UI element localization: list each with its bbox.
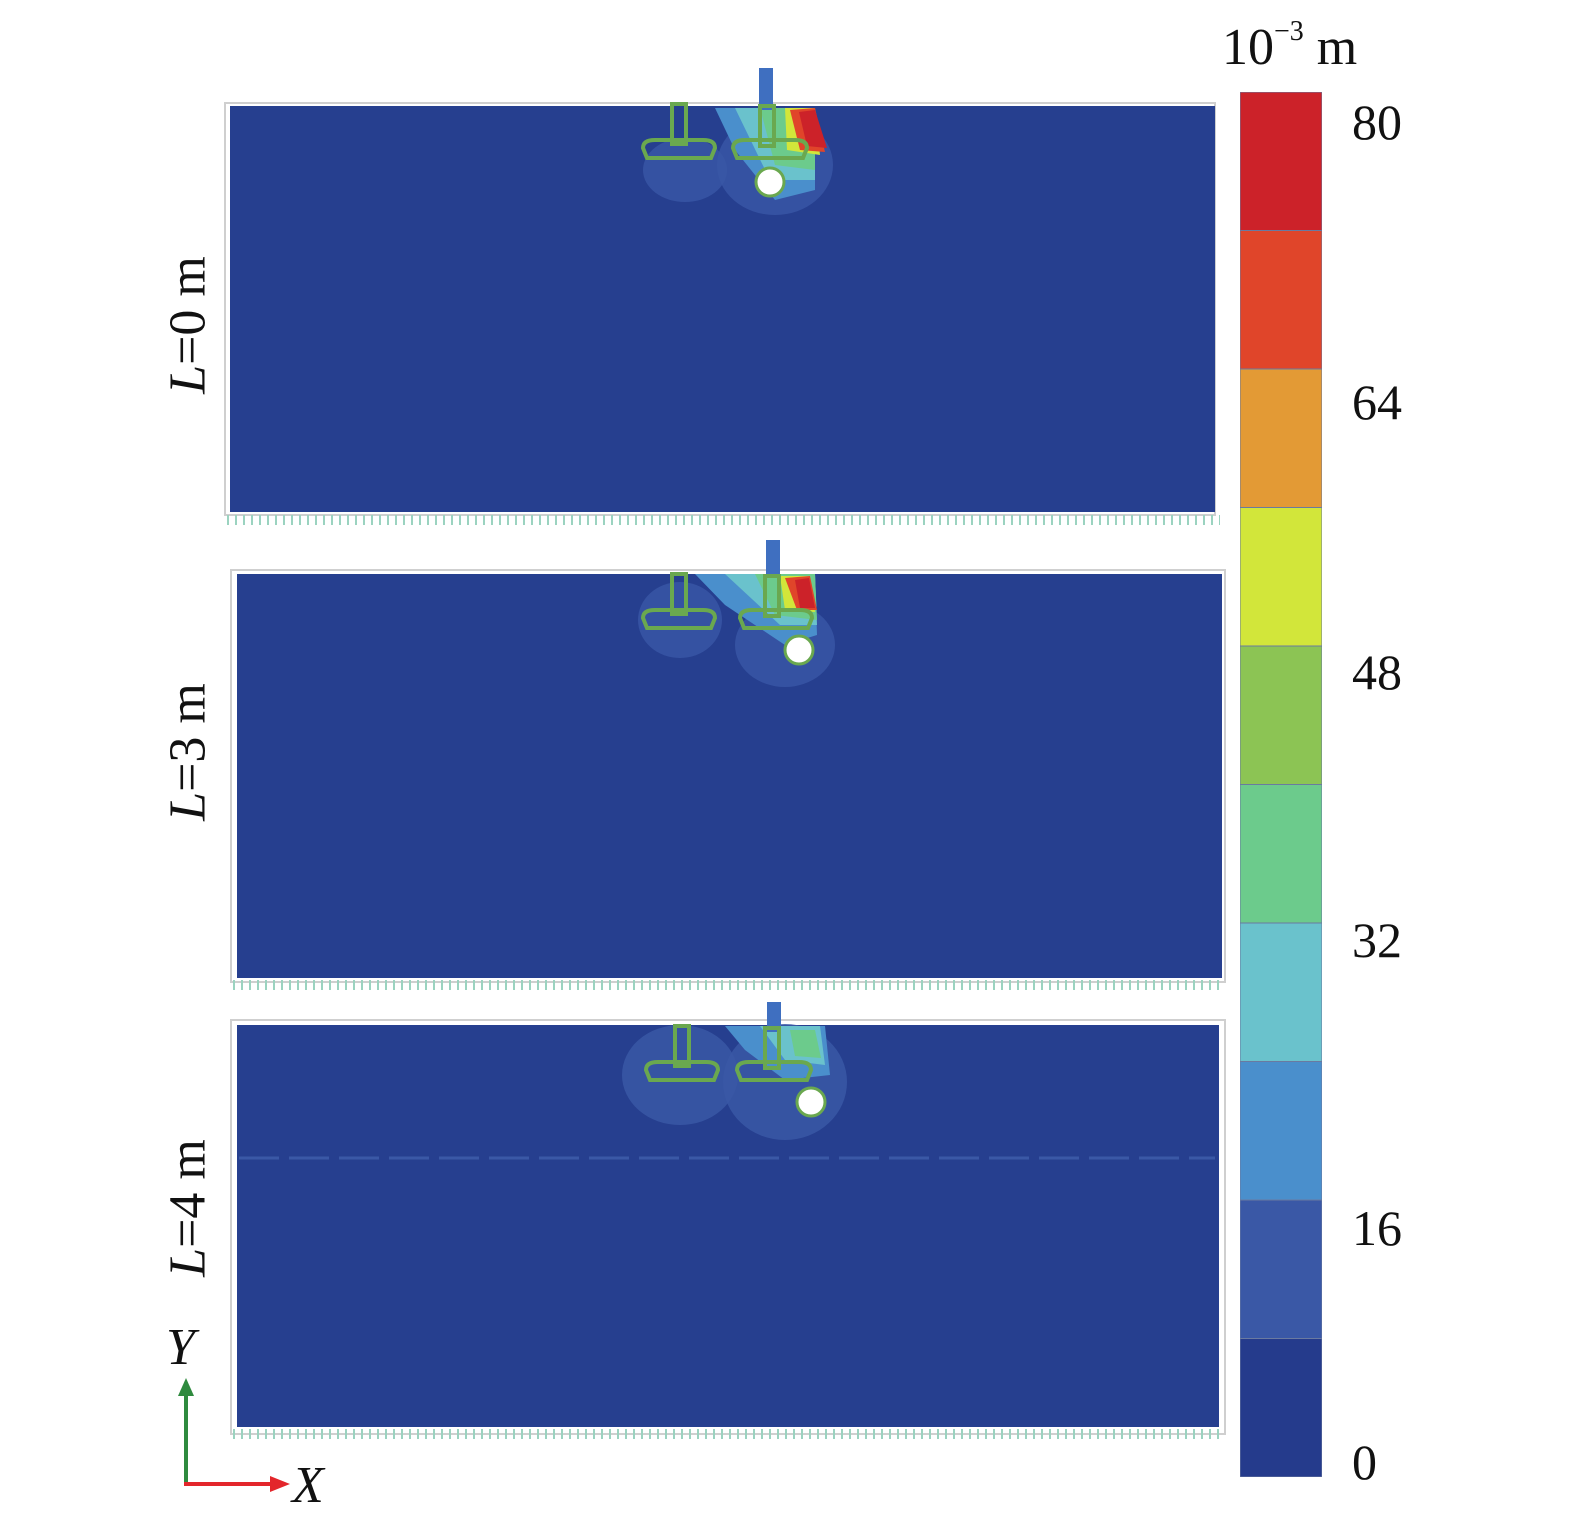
left-pipe-pile bbox=[643, 1024, 721, 1082]
legend-tick-label: 48 bbox=[1352, 644, 1402, 700]
color-band bbox=[1240, 1199, 1322, 1339]
color-scale-bar bbox=[1240, 92, 1322, 1477]
panel-label-l0: L=0 m bbox=[159, 256, 217, 394]
soil-domain bbox=[237, 574, 1222, 978]
color-band bbox=[1240, 645, 1322, 785]
displacement-halo bbox=[622, 1025, 738, 1125]
left-pipe-pile bbox=[640, 572, 718, 630]
displacement-halo bbox=[638, 582, 722, 658]
tunnel-opening bbox=[783, 634, 815, 666]
color-band bbox=[1240, 92, 1322, 231]
displacement-core bbox=[799, 110, 827, 148]
y-axis-arrowhead bbox=[178, 1378, 194, 1396]
right-pipe-pile bbox=[730, 104, 810, 160]
legend-tick-label: 80 bbox=[1352, 94, 1402, 150]
displacement-core bbox=[795, 578, 815, 608]
panel-label-l3: L=3 m bbox=[159, 683, 217, 821]
color-band bbox=[1240, 922, 1322, 1062]
panel-label-l4: L=4 m bbox=[159, 1139, 217, 1277]
tunnel-opening bbox=[795, 1086, 827, 1118]
axis-triad bbox=[178, 1378, 290, 1492]
contour-panel-l4 bbox=[230, 1002, 1226, 1439]
support-strut bbox=[759, 68, 773, 110]
left-pipe-pile bbox=[640, 102, 718, 160]
color-band bbox=[1240, 784, 1322, 924]
color-band bbox=[1240, 1338, 1322, 1477]
y-axis-label: Y bbox=[166, 1319, 195, 1376]
color-band bbox=[1240, 368, 1322, 508]
support-strut bbox=[767, 1002, 781, 1032]
contour-panel-l3 bbox=[230, 540, 1226, 990]
displacement-halo bbox=[643, 138, 727, 202]
legend-tick-label: 32 bbox=[1352, 912, 1402, 968]
right-pipe-pile bbox=[734, 1026, 814, 1082]
legend-unit: 10−3 m bbox=[1222, 16, 1358, 76]
tunnel-opening bbox=[754, 166, 786, 198]
color-band bbox=[1240, 1061, 1322, 1201]
support-strut bbox=[766, 540, 780, 578]
color-band bbox=[1240, 230, 1322, 370]
displacement-plume bbox=[790, 1030, 821, 1058]
legend-tick-label: 16 bbox=[1352, 1200, 1402, 1256]
right-pipe-pile bbox=[737, 574, 815, 630]
color-band bbox=[1240, 507, 1322, 647]
legend-tick-label: 64 bbox=[1352, 374, 1402, 430]
legend-tick-label: 0 bbox=[1352, 1434, 1377, 1490]
x-axis-label: X bbox=[292, 1457, 324, 1514]
x-axis-arrowhead bbox=[270, 1476, 290, 1492]
contour-panel-l0 bbox=[224, 68, 1220, 525]
